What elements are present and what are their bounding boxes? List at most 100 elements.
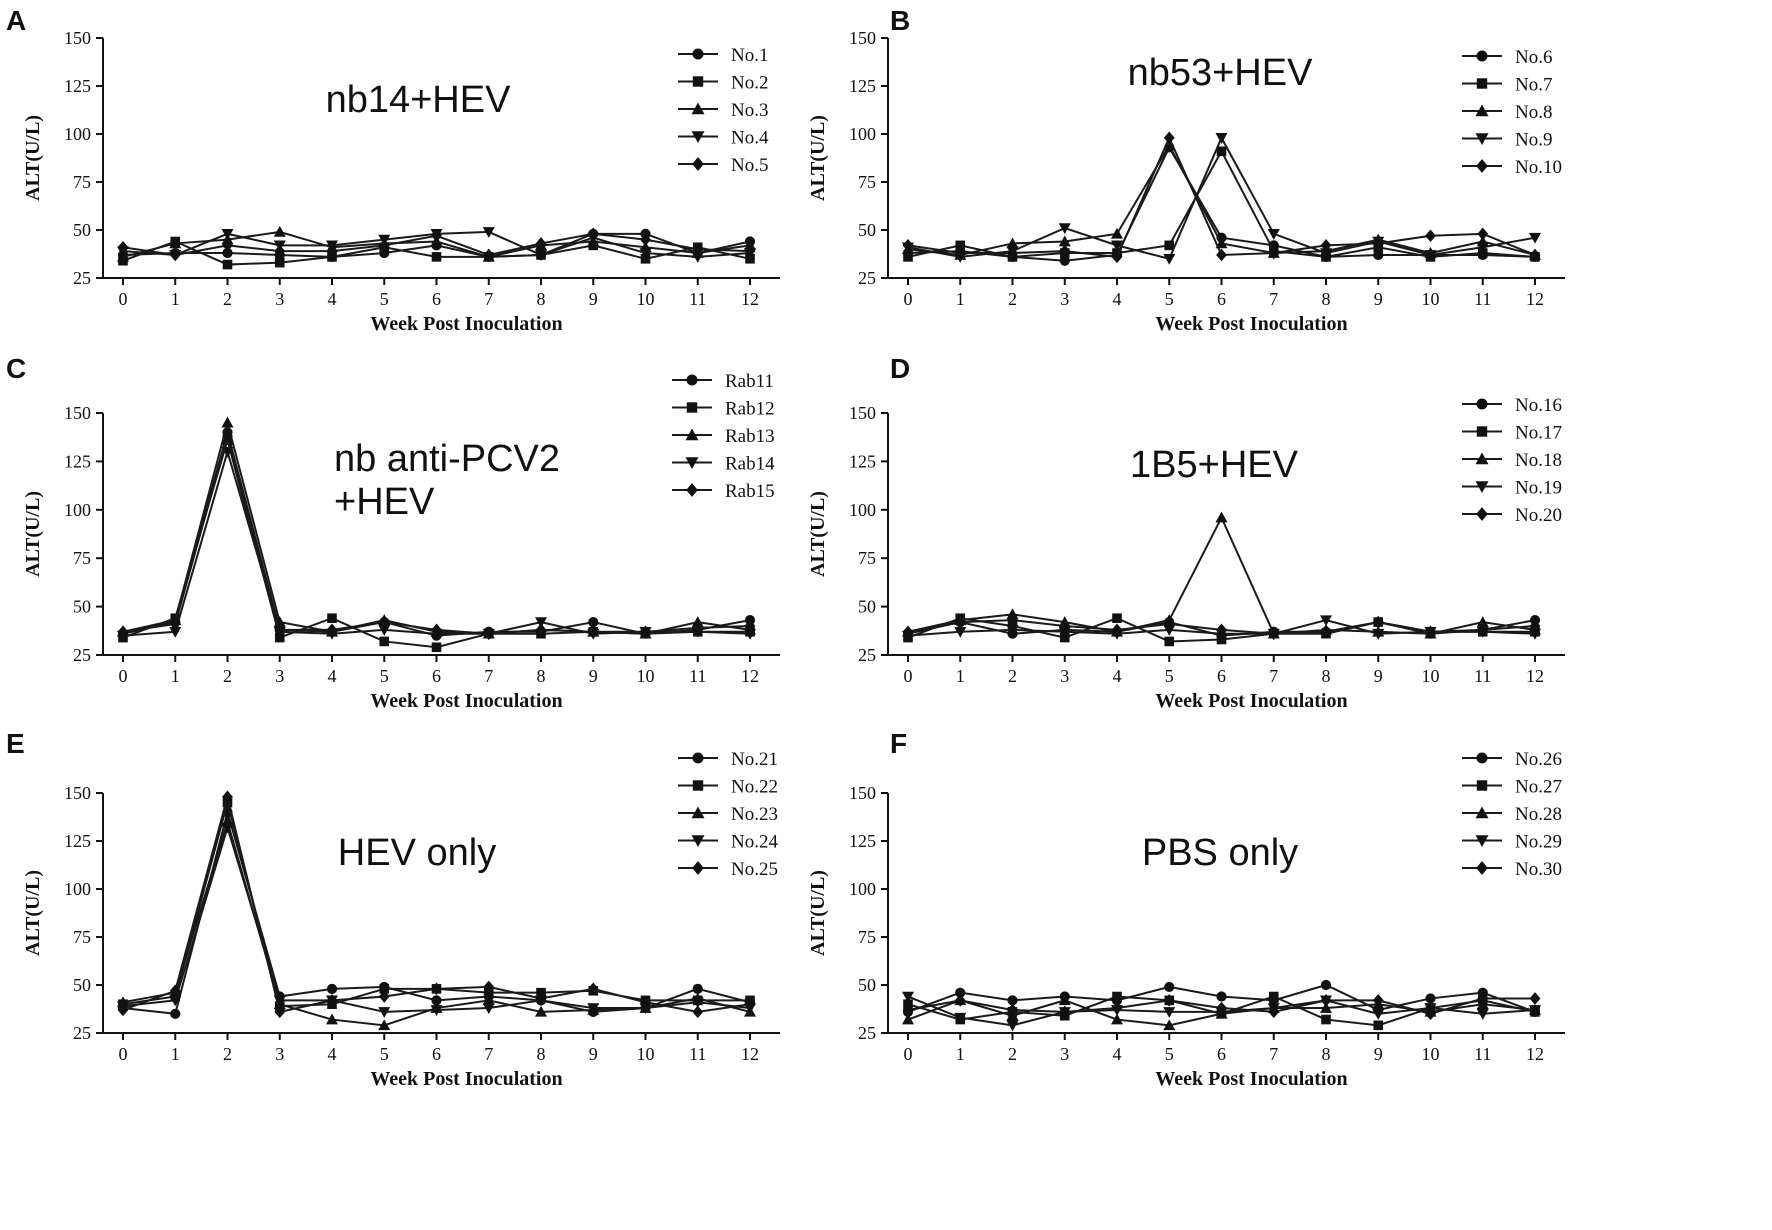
data-point: [691, 997, 704, 1009]
x-tick-label: 6: [432, 289, 441, 309]
legend-label: Rab12: [725, 399, 775, 420]
data-point: [588, 616, 599, 628]
data-point: [1321, 1014, 1331, 1025]
x-tick-label: 1: [956, 1044, 965, 1064]
x-tick-label: 10: [1422, 666, 1440, 686]
y-tick-label: 150: [849, 28, 876, 48]
data-point: [691, 616, 704, 627]
data-point: [1216, 991, 1227, 1002]
data-point: [587, 625, 599, 639]
data-point: [1529, 248, 1541, 262]
y-tick-label: 50: [858, 597, 876, 617]
x-tick-label: 4: [1113, 1044, 1122, 1064]
legend-marker: [685, 457, 699, 469]
group-annotation: nb14+HEV: [326, 79, 512, 121]
data-point: [1111, 1001, 1123, 1015]
data-point: [954, 994, 966, 1007]
legend-marker: [1476, 507, 1488, 521]
x-tick-label: 9: [1374, 1044, 1383, 1064]
x-tick-label: 7: [1269, 1044, 1278, 1064]
data-point: [431, 982, 442, 996]
legend-label: Rab11: [725, 371, 774, 392]
legend-marker: [686, 374, 698, 386]
legend-label: No.18: [1515, 450, 1562, 471]
data-point: [1112, 613, 1122, 624]
x-tick-label: 8: [537, 289, 546, 309]
data-point: [1215, 237, 1228, 249]
data-point: [1477, 227, 1489, 241]
group-annotation: HEV only: [338, 832, 496, 874]
y-tick-label: 75: [858, 927, 876, 947]
legend-marker: [1475, 481, 1489, 493]
x-tick-label: 7: [484, 1044, 493, 1064]
data-point: [744, 619, 756, 633]
x-tick-label: 1: [956, 289, 965, 309]
x-tick-label: 7: [484, 289, 493, 309]
legend-marker: [692, 157, 704, 171]
data-point: [587, 1003, 600, 1015]
legend-label: Rab13: [725, 426, 775, 447]
legend-label: No.9: [1515, 130, 1552, 151]
y-tick-label: 50: [73, 597, 91, 617]
x-tick-label: 1: [956, 666, 965, 686]
legend-marker: [1476, 780, 1488, 791]
x-tick-label: 11: [689, 289, 706, 309]
x-tick-label: 12: [1526, 1044, 1544, 1064]
data-point: [1058, 994, 1071, 1006]
data-point: [1529, 1005, 1541, 1016]
data-point: [1164, 981, 1175, 993]
data-point: [1529, 619, 1541, 633]
data-point: [902, 1013, 914, 1025]
legend-marker: [1476, 752, 1488, 764]
data-point: [1059, 619, 1071, 633]
series-no10: [902, 131, 1541, 264]
data-point: [378, 1019, 391, 1031]
x-tick-label: 6: [432, 1044, 441, 1064]
data-point: [1372, 628, 1385, 640]
legend-marker: [692, 780, 704, 791]
legend-marker: [691, 835, 705, 847]
legend-marker: [1475, 835, 1489, 847]
data-point: [1006, 625, 1019, 636]
x-tick-label: 8: [537, 1044, 546, 1064]
x-tick-label: 12: [741, 1044, 759, 1064]
y-tick-label: 25: [858, 645, 876, 665]
data-point: [1163, 617, 1175, 631]
x-tick-label: 12: [1526, 666, 1544, 686]
data-point: [640, 233, 651, 246]
x-tick-label: 1: [171, 666, 180, 686]
legend-label: No.7: [1515, 75, 1552, 96]
data-point: [431, 229, 442, 243]
series-no30: [902, 992, 1541, 1021]
legend-marker: [1476, 426, 1488, 437]
y-tick-label: 125: [64, 76, 91, 96]
y-tick-label: 125: [849, 451, 876, 471]
y-axis-title: ALT(U/L): [807, 870, 829, 956]
data-point: [169, 237, 182, 249]
y-tick-label: 50: [858, 975, 876, 995]
data-point: [1216, 623, 1227, 637]
data-point: [117, 240, 129, 254]
x-tick-label: 5: [1165, 289, 1174, 309]
y-tick-label: 100: [64, 124, 91, 144]
data-point: [1320, 979, 1332, 991]
x-tick-label: 11: [1474, 666, 1491, 686]
series-no8: [902, 139, 1541, 260]
x-tick-label: 0: [904, 666, 913, 686]
data-point: [483, 627, 495, 641]
legend-label: Rab15: [725, 481, 775, 502]
data-point: [1320, 994, 1332, 1007]
x-tick-label: 12: [741, 289, 759, 309]
legend: No.26 No.27 No.28 No.29 No.30: [1462, 749, 1562, 880]
data-point: [431, 995, 442, 1006]
x-tick-label: 0: [119, 1044, 128, 1064]
data-point: [1216, 248, 1227, 262]
x-tick-label: 8: [537, 666, 546, 686]
data-point: [1477, 992, 1489, 1005]
data-point: [379, 636, 390, 647]
x-tick-label: 8: [1322, 666, 1331, 686]
data-point: [169, 617, 181, 631]
